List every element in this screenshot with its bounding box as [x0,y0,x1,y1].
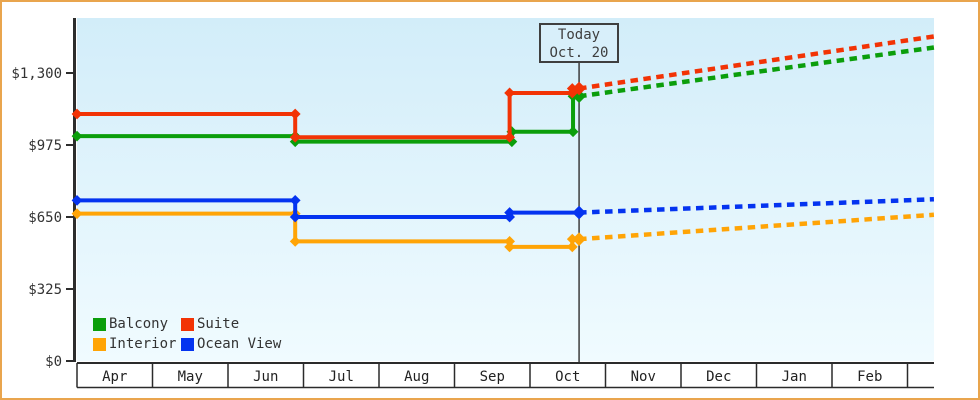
month-label-dec: Dec [706,369,731,385]
series-interior-marker[interactable] [572,232,586,246]
balcony-color-swatch-icon [93,317,106,331]
legend-item-suite: Suite [181,316,239,332]
series-interior-marker[interactable] [504,241,516,253]
series-suite-marker[interactable] [572,81,586,96]
legend-item-interior: Interior [93,336,176,352]
today-date-label: Oct. 20 [549,45,609,61]
y-axis-tick-label: $650 [28,210,62,226]
series-suite-marker[interactable] [71,108,83,120]
series-ocean-view-marker[interactable] [71,194,83,206]
series-interior-marker[interactable] [504,235,516,247]
legend-label-suite: Suite [197,316,240,332]
series-balcony-marker[interactable] [71,130,83,142]
legend-item-balcony: Balcony [93,316,168,332]
legend-item-ocean-view: Ocean View [181,336,281,352]
y-axis-tick-label: $1,300 [11,66,62,82]
month-label-jul: Jul [329,369,354,385]
ocean-view-color-swatch-icon [181,337,194,351]
today-label: Today [557,27,601,43]
series-suite-marker[interactable] [289,108,301,120]
series-ocean-view-forecast-line [578,197,935,215]
series-ocean-view-marker[interactable] [504,207,516,218]
series-ocean-view-marker[interactable] [289,194,301,206]
plot-area[interactable] [77,18,934,361]
series-interior-marker[interactable] [289,235,301,247]
month-label-may: May [178,369,203,385]
y-axis-tick-label: $975 [28,138,62,154]
x-axis-month-row: Apr May Jun Jul Aug Sep Oct Nov Dec Jan Feb [76,362,934,389]
series-interior-marker[interactable] [566,241,578,253]
y-axis-tick-label: $325 [28,282,62,298]
month-label-aug: Aug [404,369,429,385]
series-balcony-marker[interactable] [567,126,579,138]
series-interior-forecast-line [578,212,935,242]
y-axis-tick-label: $0 [45,354,62,370]
month-label-oct: Oct [555,369,580,385]
month-label-feb: Feb [857,369,882,385]
interior-color-swatch-icon [93,337,106,351]
series-suite-marker[interactable] [504,131,516,143]
series-ocean-view-line [77,198,580,219]
month-label-jun: Jun [253,369,278,385]
month-label-nov: Nov [631,369,656,385]
series-suite-marker[interactable] [504,87,516,99]
series-suite-marker[interactable] [289,131,301,143]
month-label-apr: Apr [102,369,127,385]
legend-label-ocean-view: Ocean View [197,336,282,352]
series-ocean-view-marker[interactable] [572,205,586,220]
suite-color-swatch-icon [181,317,194,331]
month-label-sep: Sep [480,369,505,385]
legend-label-interior: Interior [109,336,177,352]
legend-label-balcony: Balcony [109,316,169,332]
month-label-jan: Jan [782,369,807,385]
series-interior-marker[interactable] [71,208,83,220]
today-annotation-box: Today Oct. 20 [539,23,619,63]
series-ocean-view-marker[interactable] [289,211,301,223]
